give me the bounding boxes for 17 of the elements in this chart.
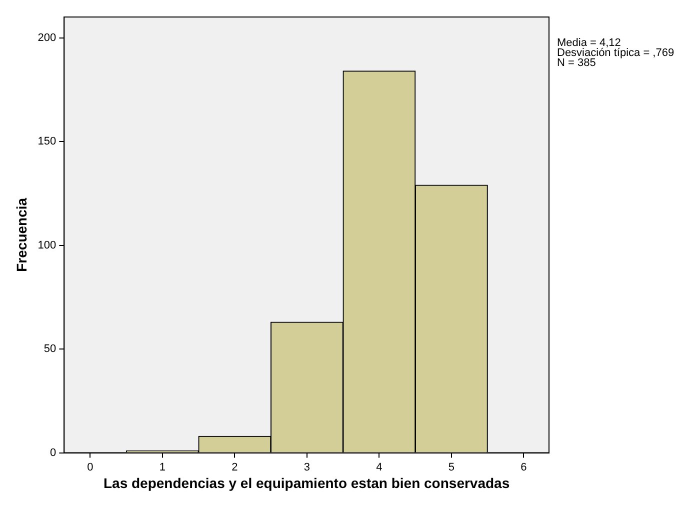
text: N = 385 <box>557 57 597 69</box>
y-tick-label: 100 <box>38 239 56 252</box>
x-axis-title: Las dependencias y el equipamiento estan bien conservadas <box>102 474 511 491</box>
text: Media = 4,12 <box>557 37 621 49</box>
text: Desviación típica = ,769 <box>557 47 674 59</box>
x-tick-label: 5 <box>448 461 455 474</box>
x-tick-label: 2 <box>232 461 238 474</box>
x-tick-label: 1 <box>159 461 166 474</box>
x-tick-label: 0 <box>87 461 94 474</box>
y-tick-label: 150 <box>38 136 56 148</box>
y-tick-label: 0 <box>50 446 56 459</box>
x-tick-label: 3 <box>304 461 310 474</box>
y-axis-title: Frecuencia <box>13 198 30 272</box>
y-tick-label: 200 <box>38 32 56 44</box>
x-tick-label: 4 <box>376 461 382 474</box>
y-tick-label: 50 <box>44 343 56 356</box>
x-tick-label: 6 <box>520 461 527 474</box>
